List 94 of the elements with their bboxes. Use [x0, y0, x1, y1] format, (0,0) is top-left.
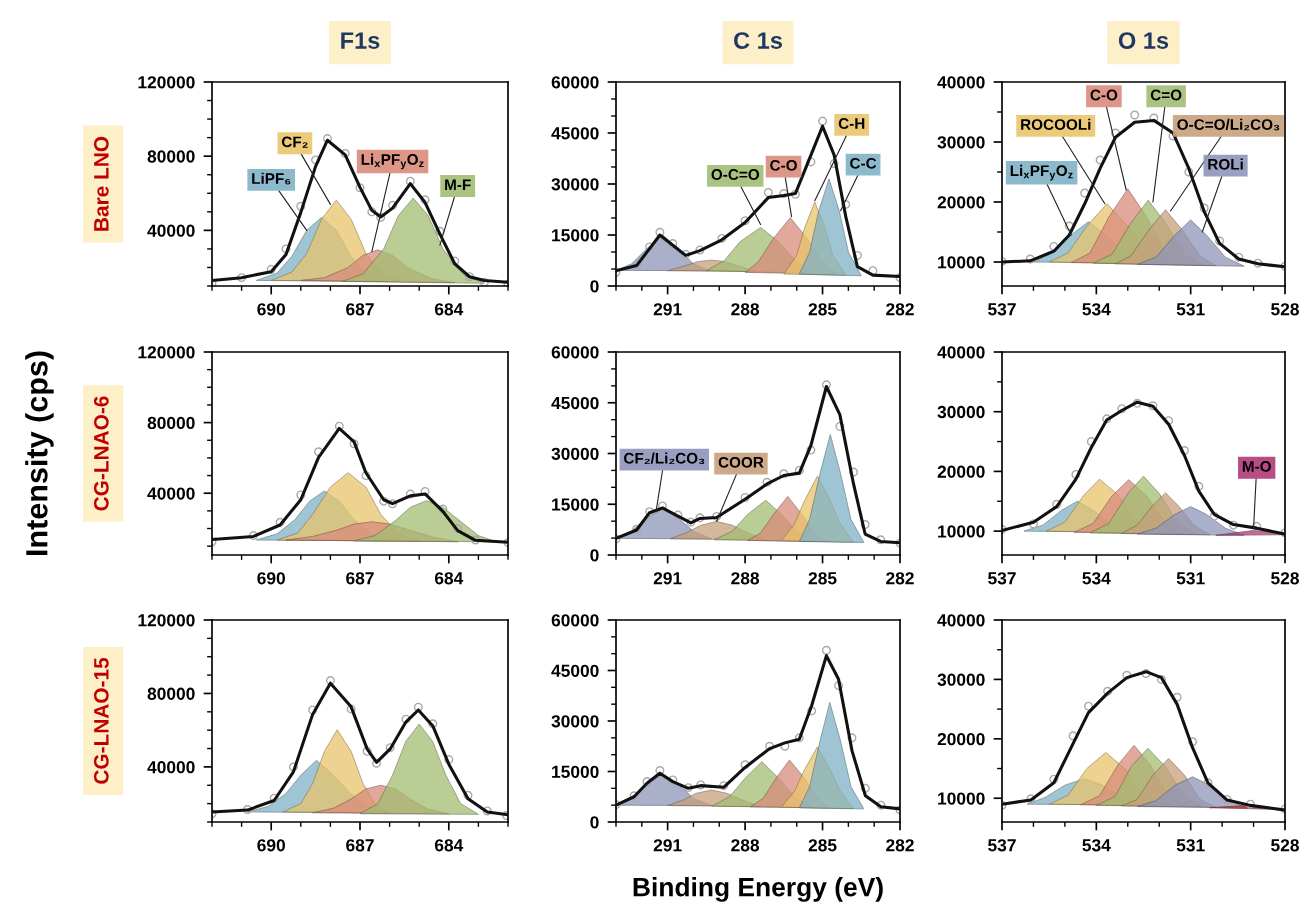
y-tick-label: 0	[590, 549, 599, 562]
y-axis-title: CG-LNAO-15	[93, 657, 109, 784]
x-tick-label: 687	[346, 303, 374, 316]
x-tick-label: 537	[988, 572, 1016, 585]
annotation: C-O	[770, 159, 797, 171]
annotation: C-C	[850, 157, 877, 169]
x-tick-label: 534	[1082, 303, 1111, 316]
y-tick-label: 15000	[552, 229, 599, 242]
y-tick-label: 45000	[551, 664, 599, 677]
y-tick-label: 30000	[937, 136, 985, 149]
x-tick-label: 285	[808, 303, 837, 316]
y-tick-label: 60000	[551, 76, 599, 89]
y-tick-label: 120000	[138, 76, 195, 89]
y-tick-label: 10000	[938, 525, 985, 538]
y-tick-label: 10000	[938, 792, 985, 805]
x-tick-label: 285	[808, 572, 837, 585]
chart-title: O 1s	[1118, 32, 1169, 49]
y-tick-label: 60000	[551, 346, 599, 359]
annotation: Li$_{x}$PF$_{y}$O$_{z}$	[361, 153, 424, 170]
y-tick-label: 30000	[551, 178, 599, 191]
text: Intensity (cps)	[25, 351, 54, 556]
x-tick-label: 282	[886, 303, 914, 316]
x-tick-label: 537	[988, 303, 1016, 316]
y-tick-label: 40000	[937, 346, 985, 359]
y-tick-label: 20000	[937, 196, 985, 209]
annotation: O-C=O	[711, 169, 760, 180]
annotation: M-F	[445, 179, 471, 190]
x-tick-label: 687	[346, 572, 374, 585]
x-tick-label: 528	[1271, 303, 1299, 316]
y-axis-title: CG-LNAO-6	[93, 396, 109, 511]
y-tick-label: 120000	[138, 614, 195, 627]
chart-title: F1s	[341, 32, 380, 49]
x-tick-label: 282	[886, 572, 914, 585]
x-tick-label: 690	[257, 572, 285, 585]
y-tick-label: 40000	[147, 761, 195, 774]
y-tick-label: 45000	[551, 396, 599, 410]
x-tick-label: 531	[1176, 839, 1205, 852]
annotation: Li$_{x}$PF$_{y}$O$_{z}$	[1010, 164, 1073, 181]
y-tick-label: 40000	[147, 487, 195, 500]
y-tick-label: 0	[590, 816, 599, 829]
annotation: LiPF₆	[252, 172, 291, 185]
x-tick-label: 291	[653, 839, 682, 852]
y-tick-label: 30000	[551, 715, 599, 728]
y-tick-label: 45000	[551, 127, 599, 140]
y-tick-label: 80000	[147, 150, 195, 163]
annotation: O-C=O/Li₂CO₃	[1177, 118, 1280, 131]
annotation: C-H	[838, 118, 865, 129]
y-tick-label: 40000	[937, 614, 985, 627]
annotation: COOR	[718, 456, 764, 468]
x-tick-label: 528	[1271, 572, 1299, 585]
x-tick-label: 534	[1082, 572, 1111, 585]
y-tick-label: 30000	[551, 447, 599, 460]
x-tick-label: 534	[1082, 839, 1111, 852]
y-tick-label: 80000	[147, 687, 195, 700]
x-tick-label: 288	[731, 303, 760, 316]
x-tick-label: 528	[1271, 839, 1299, 852]
y-tick-label: 120000	[138, 346, 195, 359]
y-tick-label: 15000	[552, 498, 599, 511]
x-tick-label: 285	[808, 839, 837, 852]
x-tick-label: 684	[434, 303, 464, 316]
y-tick-label: 15000	[552, 765, 599, 778]
annotation: C=O	[1150, 89, 1182, 101]
y-tick-label: 0	[590, 280, 599, 293]
y-tick-label: 40000	[147, 224, 195, 237]
x-tick-label: 531	[1176, 303, 1205, 316]
x-tick-label: 687	[346, 839, 374, 852]
y-tick-label: 20000	[937, 465, 985, 478]
y-tick-label: 30000	[937, 673, 985, 686]
x-tick-label: 690	[257, 303, 285, 316]
annotation: CF₂/Li₂CO₃	[624, 452, 705, 465]
x-tick-label: 282	[886, 839, 914, 852]
annotation: CF₂	[281, 136, 308, 148]
annotation: ROLi	[1208, 158, 1243, 170]
x-tick-label: 291	[653, 572, 682, 585]
x-tick-label: 684	[434, 839, 464, 852]
y-tick-label: 30000	[937, 405, 985, 419]
x-tick-label: 537	[988, 839, 1016, 852]
y-tick-label: 10000	[938, 256, 985, 269]
annotation: ROCOOLi	[1021, 118, 1091, 130]
y-tick-label: 80000	[147, 416, 195, 430]
x-tick-label: 690	[257, 839, 285, 852]
x-tick-label: 288	[731, 839, 760, 852]
annotation: C-O	[1090, 89, 1118, 101]
x-tick-label: 531	[1176, 572, 1205, 585]
y-axis-title: Bare LNO	[93, 136, 109, 231]
y-tick-label: 20000	[937, 732, 985, 746]
y-tick-label: 40000	[937, 76, 985, 89]
y-tick-label: 60000	[551, 614, 599, 627]
x-tick-label: 288	[731, 572, 760, 585]
x-axis-title: Binding Energy (eV)	[633, 877, 883, 902]
chart-title: C 1s	[734, 32, 782, 49]
x-tick-label: 291	[653, 303, 682, 316]
annotation: M-O	[1242, 460, 1271, 472]
x-tick-label: 684	[434, 572, 464, 585]
